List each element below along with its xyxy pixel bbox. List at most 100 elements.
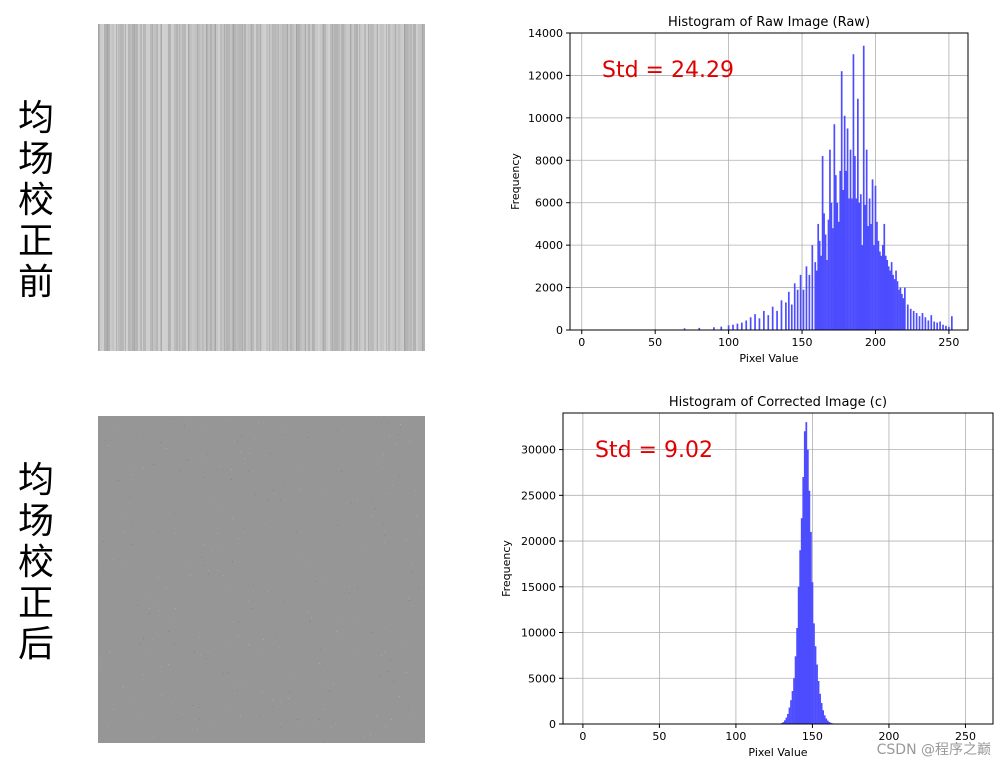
noise-dot (323, 742, 324, 743)
noise-dot (223, 421, 224, 422)
histogram-bar (805, 266, 808, 330)
noise-dot (349, 738, 350, 739)
noise-column (168, 24, 170, 351)
noise-column (402, 24, 404, 351)
histogram-bar (883, 223, 886, 330)
noise-dot (289, 438, 290, 439)
noise-column (202, 24, 204, 351)
noise-dot (190, 462, 191, 463)
noise-dot (162, 496, 163, 497)
noise-dot (251, 608, 252, 609)
histogram-bar (874, 185, 877, 330)
noise-dot (411, 571, 412, 572)
noise-dot (239, 621, 240, 622)
noise-dot (406, 695, 407, 696)
stripe (305, 24, 306, 351)
noise-dot (399, 696, 400, 697)
noise-dot (99, 650, 100, 651)
noise-dot (381, 422, 382, 423)
stripe (296, 24, 297, 351)
noise-dot (199, 707, 200, 708)
histogram-bar (732, 324, 734, 330)
noise-dot (295, 730, 296, 731)
noise-column (216, 24, 218, 351)
noise-dot (223, 469, 224, 470)
noise-dot (389, 435, 390, 436)
noise-dot (374, 529, 375, 530)
noise-dot (230, 432, 231, 433)
noise-dot (415, 603, 416, 604)
noise-column (146, 24, 148, 351)
noise-dot (105, 440, 106, 441)
noise-dot (337, 699, 338, 700)
y-tick-label: 25000 (521, 489, 556, 502)
chart-title: Histogram of Raw Image (Raw) (668, 15, 870, 30)
histogram-bar (857, 98, 859, 330)
noise-dot (109, 652, 110, 653)
noise-dot (322, 677, 323, 678)
noise-dot (116, 440, 117, 441)
noise-dot (392, 719, 393, 720)
noise-column (242, 24, 244, 351)
noise-dot (325, 442, 326, 443)
noise-dot (296, 531, 297, 532)
histogram-bar (939, 321, 941, 330)
noise-column (414, 24, 416, 351)
histogram-bar (861, 245, 864, 330)
noise-dot (324, 664, 325, 665)
noise-dot (212, 550, 213, 551)
noise-dot (233, 555, 234, 556)
noise-dot (319, 663, 320, 664)
raw-histogram-chart: 0 50 100 150 200 250 0 2000 4000 6000 8000 10000 120… (509, 15, 969, 365)
noise-dot (135, 619, 136, 620)
histogram-bar (895, 270, 897, 330)
plot-area (563, 413, 993, 724)
noise-column (372, 24, 374, 351)
histogram-bar (854, 156, 856, 330)
noise-dot (272, 700, 273, 701)
noise-column (266, 24, 268, 351)
noise-dot (221, 498, 222, 499)
noise-column (326, 24, 328, 351)
noise-dot (210, 634, 211, 635)
noise-dot (217, 533, 218, 534)
histogram-bar (811, 582, 814, 724)
noise-dot (186, 419, 187, 420)
noise-dot (199, 719, 200, 720)
noise-column (204, 24, 206, 351)
noise-dot (272, 577, 273, 578)
noise-dot (142, 729, 143, 730)
histogram-bar (849, 149, 852, 330)
noise-dot (333, 710, 334, 711)
noise-dot (418, 588, 419, 589)
noise-dot (290, 679, 291, 680)
x-tick-label: 50 (652, 730, 666, 743)
histogram-bar (886, 259, 889, 330)
histogram-bar (887, 266, 890, 330)
noise-dot (228, 672, 229, 673)
histogram-bar (796, 289, 799, 330)
noise-dot (276, 635, 277, 636)
noise-column (334, 24, 336, 351)
noise-column (398, 24, 400, 351)
noise-column (208, 24, 210, 351)
noise-dot (224, 605, 225, 606)
noise-dot (302, 552, 303, 553)
noise-dot (177, 440, 178, 441)
noise-dot (374, 509, 375, 510)
noise-column (196, 24, 198, 351)
x-axis-label: Pixel Value (748, 746, 807, 759)
x-tick-label: 250 (938, 336, 959, 349)
noise-column (136, 24, 138, 351)
noise-dot (388, 671, 389, 672)
noise-dot (143, 638, 144, 639)
histogram-bar (793, 283, 796, 330)
histogram-bar (793, 678, 795, 724)
noise-dot (127, 725, 128, 726)
stripe (197, 24, 198, 351)
histogram-bar (852, 54, 855, 330)
histogram-bar (876, 221, 878, 330)
noise-column (248, 24, 250, 351)
histogram-bar (736, 323, 739, 330)
noise-dot (404, 643, 405, 644)
